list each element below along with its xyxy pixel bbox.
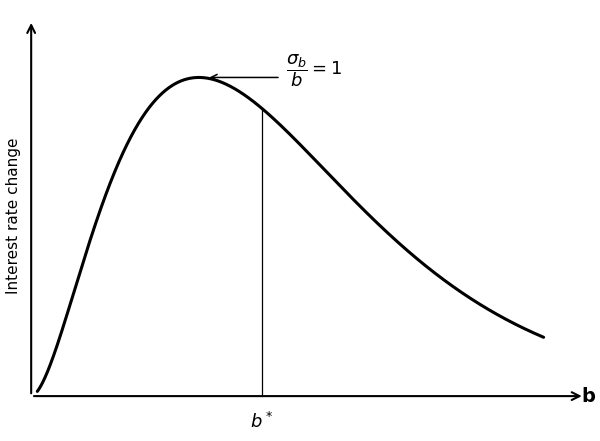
Text: Interest rate change: Interest rate change bbox=[6, 137, 21, 294]
Text: $\dfrac{\sigma_b}{b} = 1$: $\dfrac{\sigma_b}{b} = 1$ bbox=[286, 53, 342, 90]
Text: $b^*$: $b^*$ bbox=[250, 412, 274, 432]
Text: b: b bbox=[582, 387, 596, 406]
